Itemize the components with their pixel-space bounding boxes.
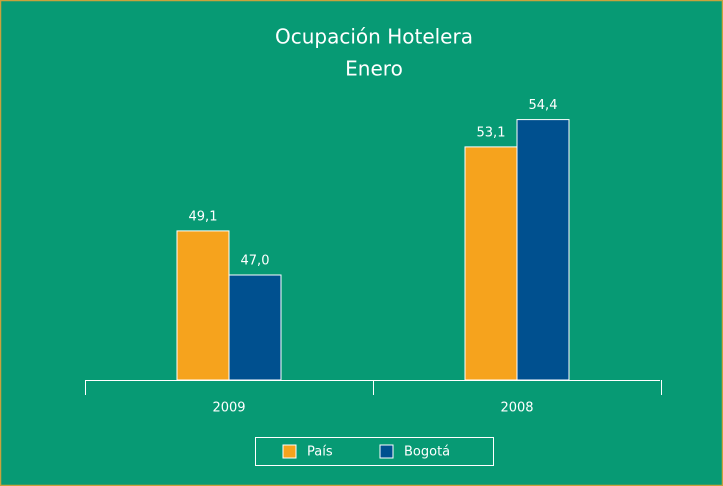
- legend-box: [255, 437, 494, 466]
- bar: [464, 146, 518, 381]
- bar: [228, 274, 282, 381]
- legend-label: País: [307, 445, 333, 460]
- legend-swatch: [282, 444, 297, 459]
- legend-label: Bogotá: [404, 445, 450, 460]
- data-label: 49,1: [189, 209, 218, 224]
- x-tick-label: 2009: [212, 401, 245, 416]
- data-label: 54,4: [529, 98, 558, 113]
- chart-title: Ocupación Hotelera: [275, 25, 473, 49]
- x-tick-label: 2008: [500, 401, 533, 416]
- bar: [176, 230, 230, 381]
- data-label: 47,0: [241, 254, 270, 269]
- chart-subtitle: Enero: [345, 57, 403, 81]
- bar: [516, 119, 570, 381]
- legend-swatch: [379, 444, 394, 459]
- data-label: 53,1: [477, 125, 506, 140]
